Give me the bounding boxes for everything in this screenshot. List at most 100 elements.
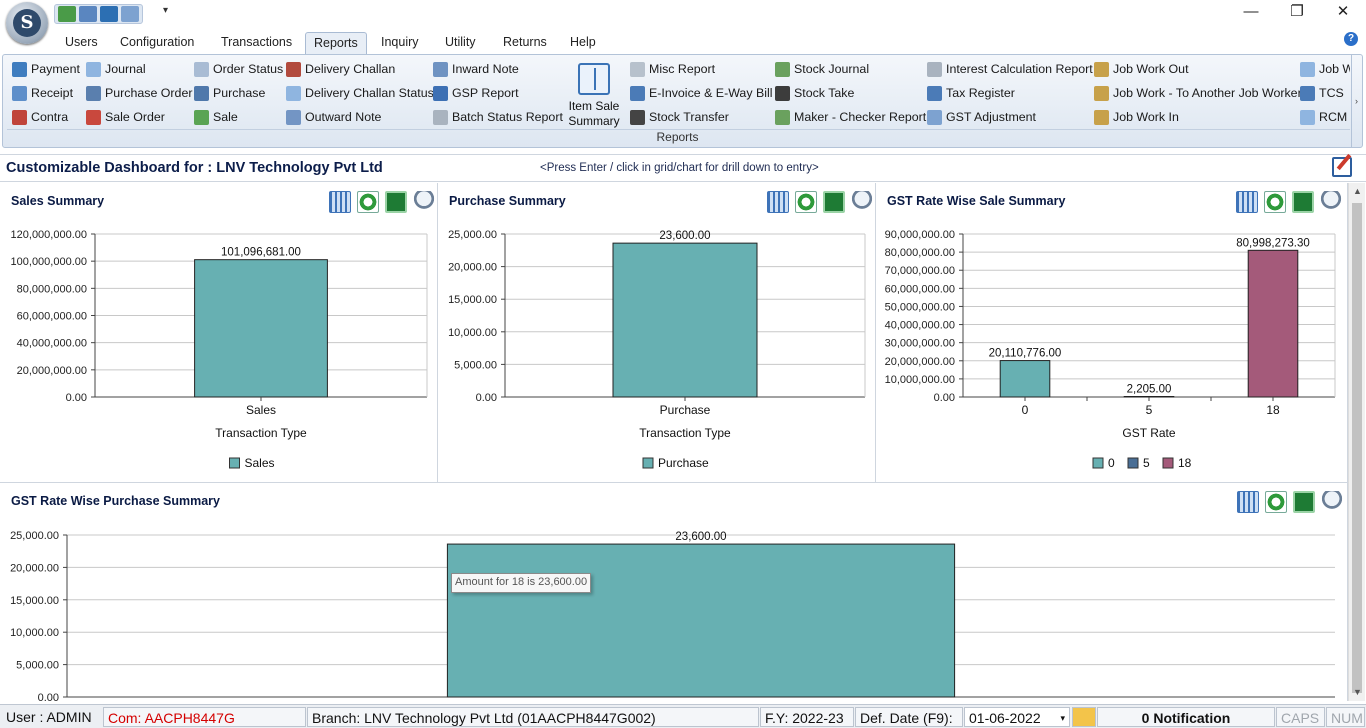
card-icon[interactable] <box>100 6 118 22</box>
ribbon-sale[interactable]: Sale <box>194 107 238 127</box>
ribbon-job-w[interactable]: Job W <box>1300 59 1350 79</box>
gsp-report-icon <box>433 85 448 101</box>
minimize-button[interactable]: — <box>1243 3 1259 20</box>
y-tick-label: 10,000.00 <box>448 327 497 339</box>
ribbon-einvoice-eway-bill[interactable]: E-Invoice & E-Way Bill <box>630 83 772 103</box>
def-date-picker[interactable]: 01-06-2022 ▾ <box>964 707 1070 727</box>
tab-help[interactable]: Help <box>570 35 596 49</box>
scroll-thumb[interactable] <box>1352 203 1362 693</box>
status-notification[interactable]: 0 Notification <box>1097 707 1275 727</box>
grid-view-icon[interactable] <box>329 191 351 213</box>
ribbon-item-sale-summary[interactable]: Item Sale Summary <box>564 61 624 131</box>
ribbon-purchase[interactable]: Purchase <box>194 83 265 103</box>
tab-inquiry[interactable]: Inquiry <box>381 35 419 49</box>
ribbon-delivery-challan[interactable]: Delivery Challan <box>286 59 395 79</box>
panel-title: GST Rate Wise Sale Summary <box>887 194 1066 208</box>
ribbon-maker-checker-report[interactable]: Maker - Checker Report <box>775 107 926 127</box>
ribbon-order-status[interactable]: Order Status <box>194 59 283 79</box>
filter-icon[interactable] <box>851 191 873 213</box>
bell-icon[interactable] <box>1072 707 1096 727</box>
ribbon-gst-adjustment[interactable]: GST Adjustment <box>927 107 1036 127</box>
basket-icon[interactable] <box>79 6 97 22</box>
ribbon-rcm[interactable]: RCM F <box>1300 107 1350 127</box>
ribbon-tcs[interactable]: TCS <box>1300 83 1344 103</box>
bar-value-label: 20,110,776.00 <box>989 348 1062 360</box>
tab-utility[interactable]: Utility <box>445 35 476 49</box>
bar <box>1123 396 1175 398</box>
y-tick-label: 20,000.00 <box>448 262 497 274</box>
grid-view-icon[interactable] <box>1236 191 1258 213</box>
filter-icon[interactable] <box>1321 491 1343 513</box>
ribbon-tax-register[interactable]: Tax Register <box>927 83 1015 103</box>
x-tick-label: 5 <box>1146 403 1153 417</box>
ribbon-payment[interactable]: Payment <box>12 59 80 79</box>
ribbon-stock-take[interactable]: Stock Take <box>775 83 854 103</box>
tab-reports[interactable]: Reports <box>305 32 367 54</box>
document-icon[interactable] <box>121 6 139 22</box>
ribbon-misc-report[interactable]: Misc Report <box>630 59 715 79</box>
ribbon-scroll-right[interactable]: › <box>1351 55 1361 147</box>
quick-access-toolbar <box>54 4 143 24</box>
ribbon-group-label: Reports <box>656 130 699 144</box>
ribbon-gsp-report[interactable]: GSP Report <box>433 83 519 103</box>
ribbon-stock-transfer[interactable]: Stock Transfer <box>630 107 729 127</box>
qat-customize-icon[interactable]: ▾ <box>163 5 169 16</box>
ribbon-sale-order[interactable]: Sale Order <box>86 107 165 127</box>
close-button[interactable]: ✕ <box>1336 3 1350 20</box>
grid-view-icon[interactable] <box>1237 491 1259 513</box>
refresh-icon[interactable] <box>795 191 817 213</box>
back-icon[interactable] <box>58 6 76 22</box>
sale-order-icon <box>86 109 101 125</box>
scroll-up-icon[interactable]: ▲ <box>1353 186 1362 196</box>
maximize-button[interactable]: ❐ <box>1290 3 1304 20</box>
purchase-summary-chart[interactable]: 25,000.00 20,000.00 15,000.00 10,000.00 5,00… <box>438 183 876 483</box>
ribbon-job-work-in[interactable]: Job Work In <box>1094 107 1179 127</box>
ribbon-stock-journal[interactable]: Stock Journal <box>775 59 869 79</box>
ribbon-inward-note[interactable]: Inward Note <box>433 59 519 79</box>
export-excel-icon[interactable] <box>1292 191 1314 213</box>
einvoice-icon <box>630 85 645 101</box>
scroll-down-icon[interactable]: ▼ <box>1353 687 1362 697</box>
tab-configuration[interactable]: Configuration <box>120 35 195 49</box>
ribbon-journal[interactable]: Journal <box>86 59 146 79</box>
legend-label: Purchase <box>658 456 709 470</box>
ribbon-delivery-challan-status[interactable]: Delivery Challan Status <box>286 83 434 103</box>
ribbon-receipt[interactable]: Receipt <box>12 83 73 103</box>
ribbon-purchase-order[interactable]: Purchase Order <box>86 83 192 103</box>
ribbon-job-work-to-another[interactable]: Job Work - To Another Job Worker <box>1094 83 1302 103</box>
refresh-icon[interactable] <box>1265 491 1287 513</box>
truck-icon <box>630 109 645 125</box>
tab-returns[interactable]: Returns <box>503 35 547 49</box>
edit-dashboard-icon[interactable] <box>1332 157 1352 177</box>
y-tick-label: 15,000.00 <box>448 294 497 306</box>
ribbon-outward-note[interactable]: Outward Note <box>286 107 381 127</box>
ribbon-interest-calculation-report[interactable]: Interest Calculation Report <box>927 59 1093 79</box>
ribbon-contra[interactable]: Contra <box>12 107 68 127</box>
refresh-icon[interactable] <box>357 191 379 213</box>
vertical-scrollbar[interactable]: ▲ ▼ <box>1348 183 1365 701</box>
chart-tooltip: Amount for 18 is 23,600.00 <box>451 573 592 593</box>
legend-label: 0 <box>1108 456 1115 470</box>
tab-users[interactable]: Users <box>65 35 98 49</box>
x-tick-label: Sales <box>246 403 276 417</box>
sales-summary-chart[interactable]: 120,000,000.00 100,000,000.00 80,000,000.0… <box>0 183 438 483</box>
ribbon-batch-status-report[interactable]: Batch Status Report <box>433 107 563 127</box>
status-fy: F.Y: 2022-23 <box>760 707 854 727</box>
misc-report-icon <box>630 61 645 77</box>
gst-purchase-chart[interactable]: 25,000.00 20,000.00 15,000.00 10,000.00 5,00… <box>0 483 1348 701</box>
filter-icon[interactable] <box>413 191 435 213</box>
export-excel-icon[interactable] <box>823 191 845 213</box>
legend-label: 18 <box>1178 456 1192 470</box>
export-excel-icon[interactable] <box>385 191 407 213</box>
refresh-icon[interactable] <box>1264 191 1286 213</box>
gst-sale-chart[interactable]: 90,000,000.00 80,000,000.00 70,000,000.00 6… <box>876 183 1348 483</box>
grid-view-icon[interactable] <box>767 191 789 213</box>
tab-transactions[interactable]: Transactions <box>221 35 293 49</box>
status-user: User : ADMIN <box>6 709 92 725</box>
filter-icon[interactable] <box>1320 191 1342 213</box>
bar <box>612 242 758 398</box>
ribbon-job-work-out[interactable]: Job Work Out <box>1094 59 1189 79</box>
app-logo[interactable]: S <box>6 2 48 44</box>
export-excel-icon[interactable] <box>1293 491 1315 513</box>
help-icon[interactable]: ? <box>1344 32 1358 46</box>
